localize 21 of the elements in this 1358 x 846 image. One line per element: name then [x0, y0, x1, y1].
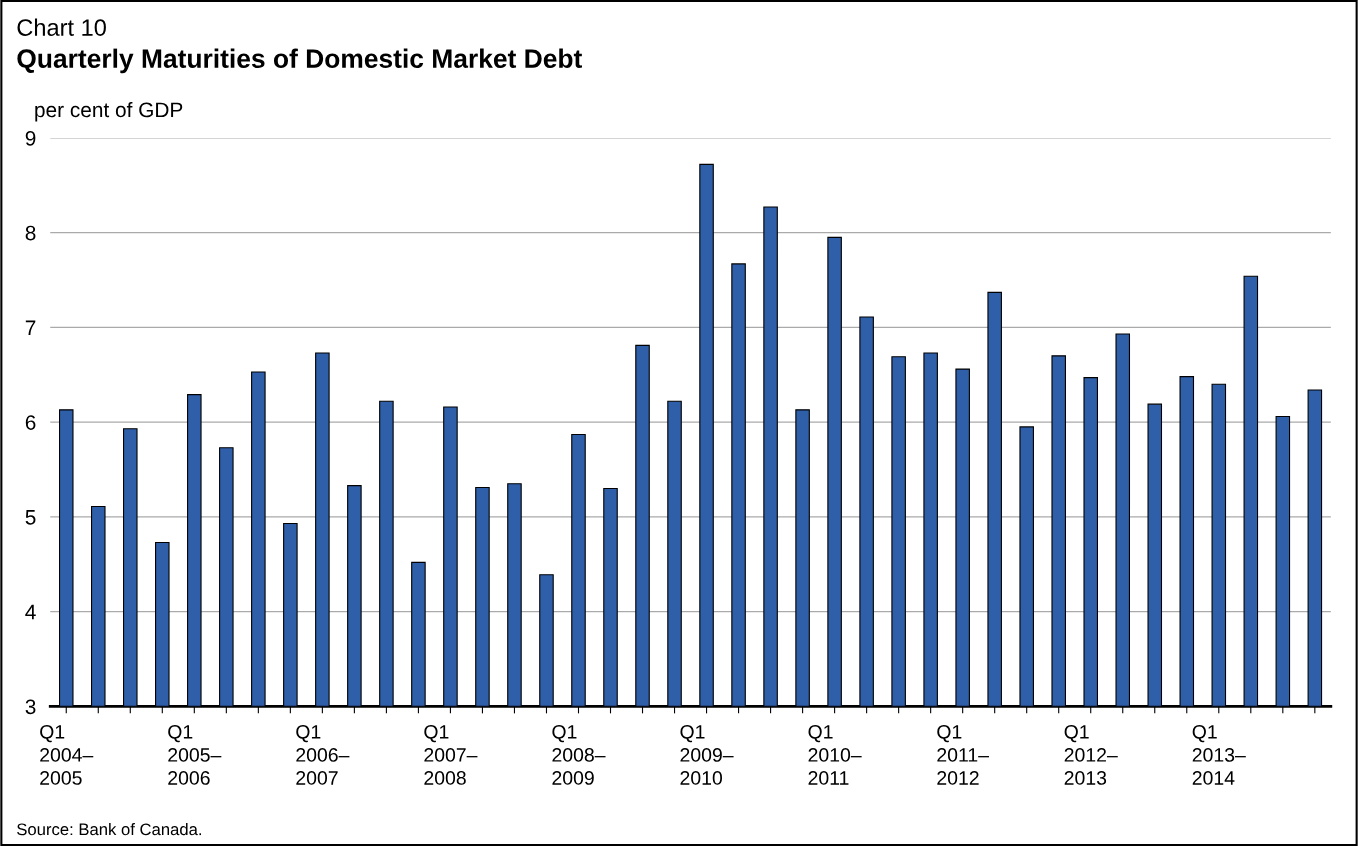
y-tick-label: 3	[25, 699, 36, 715]
y-tick-label: 7	[25, 320, 36, 335]
x-tick-label: Q1 2006– 2007	[296, 724, 350, 785]
source-note: Source: Bank of Canada.	[17, 823, 202, 836]
x-tick-label: Q1 2009– 2010	[680, 724, 734, 785]
y-tick-label: 8	[25, 225, 36, 241]
x-tick-label: Q1 2008– 2009	[552, 724, 606, 785]
x-tick-label: Q1 2005– 2006	[168, 724, 222, 785]
chart-subtitle: Chart 10	[17, 18, 106, 36]
chart-title: Quarterly Maturities of Domestic Market Debt	[17, 48, 583, 74]
x-tick-label: Q1 2010– 2011	[808, 724, 862, 785]
x-tick-label: Q1 2011– 2012	[937, 724, 989, 785]
y-tick-label: 6	[25, 415, 36, 430]
x-tick-label: Q1 2013– 2014	[1192, 724, 1246, 785]
x-tick-label: Q1 2004– 2005	[40, 724, 94, 785]
y-axis-title: per cent of GDP	[35, 101, 183, 122]
y-tick-label: 4	[25, 604, 36, 620]
x-tick-label: Q1 2007– 2008	[424, 724, 478, 785]
y-tick-label: 5	[25, 510, 36, 525]
x-tick-label: Q1 2012– 2013	[1064, 724, 1118, 785]
y-tick-label: 9	[25, 130, 36, 146]
